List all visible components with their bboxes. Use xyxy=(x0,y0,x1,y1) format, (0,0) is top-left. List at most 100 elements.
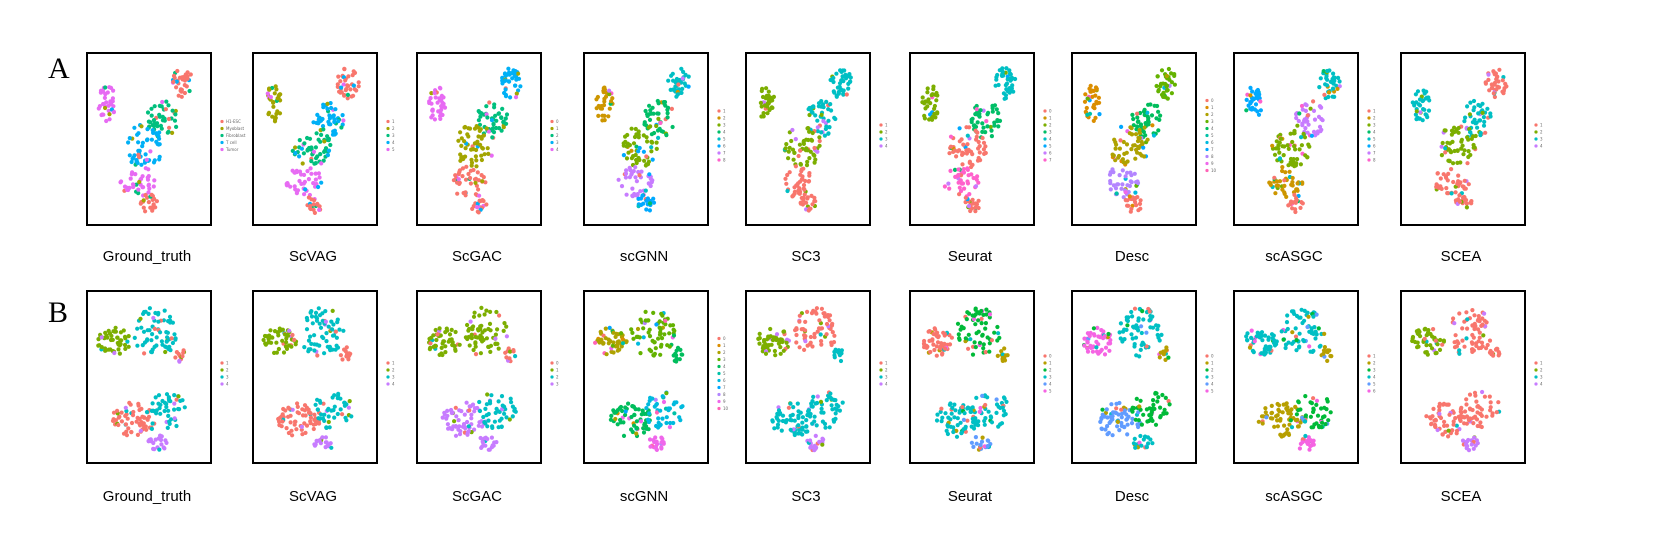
cell-point xyxy=(480,198,485,203)
cell-point xyxy=(1457,351,1462,356)
cell-point xyxy=(810,130,815,136)
cell-point xyxy=(475,125,480,130)
cell-point xyxy=(466,171,471,177)
cell-point xyxy=(639,412,644,417)
cell-point xyxy=(616,177,621,182)
cell-point xyxy=(848,75,853,80)
cell-point xyxy=(629,172,634,177)
cell-point xyxy=(293,419,298,424)
cell-point xyxy=(970,352,976,357)
cell-point xyxy=(106,103,111,108)
cell-point xyxy=(460,166,465,171)
cell-point xyxy=(494,125,499,131)
cell-point xyxy=(1491,69,1496,74)
cell-point xyxy=(338,79,343,84)
cell-point xyxy=(962,411,967,416)
cell-point xyxy=(644,198,649,203)
cell-point xyxy=(656,101,661,106)
cell-point xyxy=(1085,112,1090,117)
cell-point xyxy=(1474,343,1479,348)
cell-point xyxy=(442,410,447,415)
cell-point xyxy=(160,398,165,404)
cell-point xyxy=(127,136,132,141)
cell-point xyxy=(1466,154,1471,160)
cell-point xyxy=(474,164,479,169)
cell-point xyxy=(1447,141,1453,146)
cell-point xyxy=(1138,433,1143,439)
legend-key xyxy=(1367,137,1371,141)
cell-point xyxy=(676,82,681,87)
cell-point xyxy=(1278,132,1283,137)
cell-point xyxy=(1314,398,1320,403)
cell-point xyxy=(821,119,826,124)
legend-key xyxy=(717,385,721,390)
cell-point xyxy=(1425,332,1430,337)
cell-point xyxy=(1429,346,1435,351)
cell-point xyxy=(594,97,599,102)
cell-point xyxy=(1417,97,1423,102)
cell-point xyxy=(1129,180,1134,185)
cell-point xyxy=(823,425,828,430)
cell-point xyxy=(294,427,299,432)
cell-point xyxy=(1445,178,1450,183)
cell-point xyxy=(681,69,686,74)
cell-point xyxy=(1115,419,1120,424)
cell-point xyxy=(1114,142,1119,147)
cell-point xyxy=(154,408,159,413)
cell-point xyxy=(1135,119,1140,124)
cell-point xyxy=(923,106,928,111)
cell-point xyxy=(492,102,497,107)
legend-key xyxy=(717,378,721,383)
cell-point xyxy=(107,112,112,117)
cell-point xyxy=(784,181,789,186)
cell-point xyxy=(471,204,476,209)
cell-point xyxy=(516,71,521,76)
cell-point xyxy=(650,157,655,162)
cell-point xyxy=(1475,441,1480,446)
cell-point xyxy=(984,307,989,312)
cell-point xyxy=(501,125,506,130)
cell-point xyxy=(1258,108,1263,113)
cell-point xyxy=(768,326,773,332)
cell-point xyxy=(776,405,781,410)
cell-point xyxy=(788,417,793,423)
cell-point xyxy=(964,125,969,130)
cell-point xyxy=(112,350,117,356)
cell-point xyxy=(793,164,798,169)
cell-point xyxy=(323,435,328,440)
cell-point xyxy=(170,320,175,325)
method-label: Desc xyxy=(1114,488,1150,505)
cell-point xyxy=(126,426,131,431)
cell-point xyxy=(1250,89,1255,94)
cell-point xyxy=(1269,411,1274,416)
cell-point xyxy=(971,175,976,181)
cell-point xyxy=(1132,344,1137,349)
cell-point xyxy=(346,83,351,88)
cell-point xyxy=(1145,137,1150,142)
cell-point xyxy=(629,126,634,131)
cell-point xyxy=(834,94,839,99)
cell-point xyxy=(1135,139,1141,144)
legend-label: 9 xyxy=(723,399,726,404)
legend-label: 2 xyxy=(1373,361,1376,366)
cell-point xyxy=(1326,90,1332,95)
cell-point xyxy=(1138,124,1143,129)
cell-point xyxy=(1455,148,1460,153)
cell-point xyxy=(794,340,799,345)
cell-point xyxy=(287,406,292,411)
legend-label: Fibroblast xyxy=(226,133,246,138)
cell-point xyxy=(1295,181,1300,186)
cell-point xyxy=(613,410,618,415)
cell-point xyxy=(765,111,770,116)
cell-point xyxy=(817,138,822,144)
cell-point xyxy=(1332,75,1337,80)
cell-point xyxy=(1459,137,1464,142)
cell-point xyxy=(336,391,341,396)
cell-point xyxy=(336,119,341,124)
cell-point xyxy=(265,91,270,96)
cell-point xyxy=(976,180,981,185)
cell-point xyxy=(337,327,342,332)
legend-label: 0 xyxy=(1049,354,1052,359)
cell-point xyxy=(623,175,628,180)
cell-point xyxy=(983,326,988,331)
